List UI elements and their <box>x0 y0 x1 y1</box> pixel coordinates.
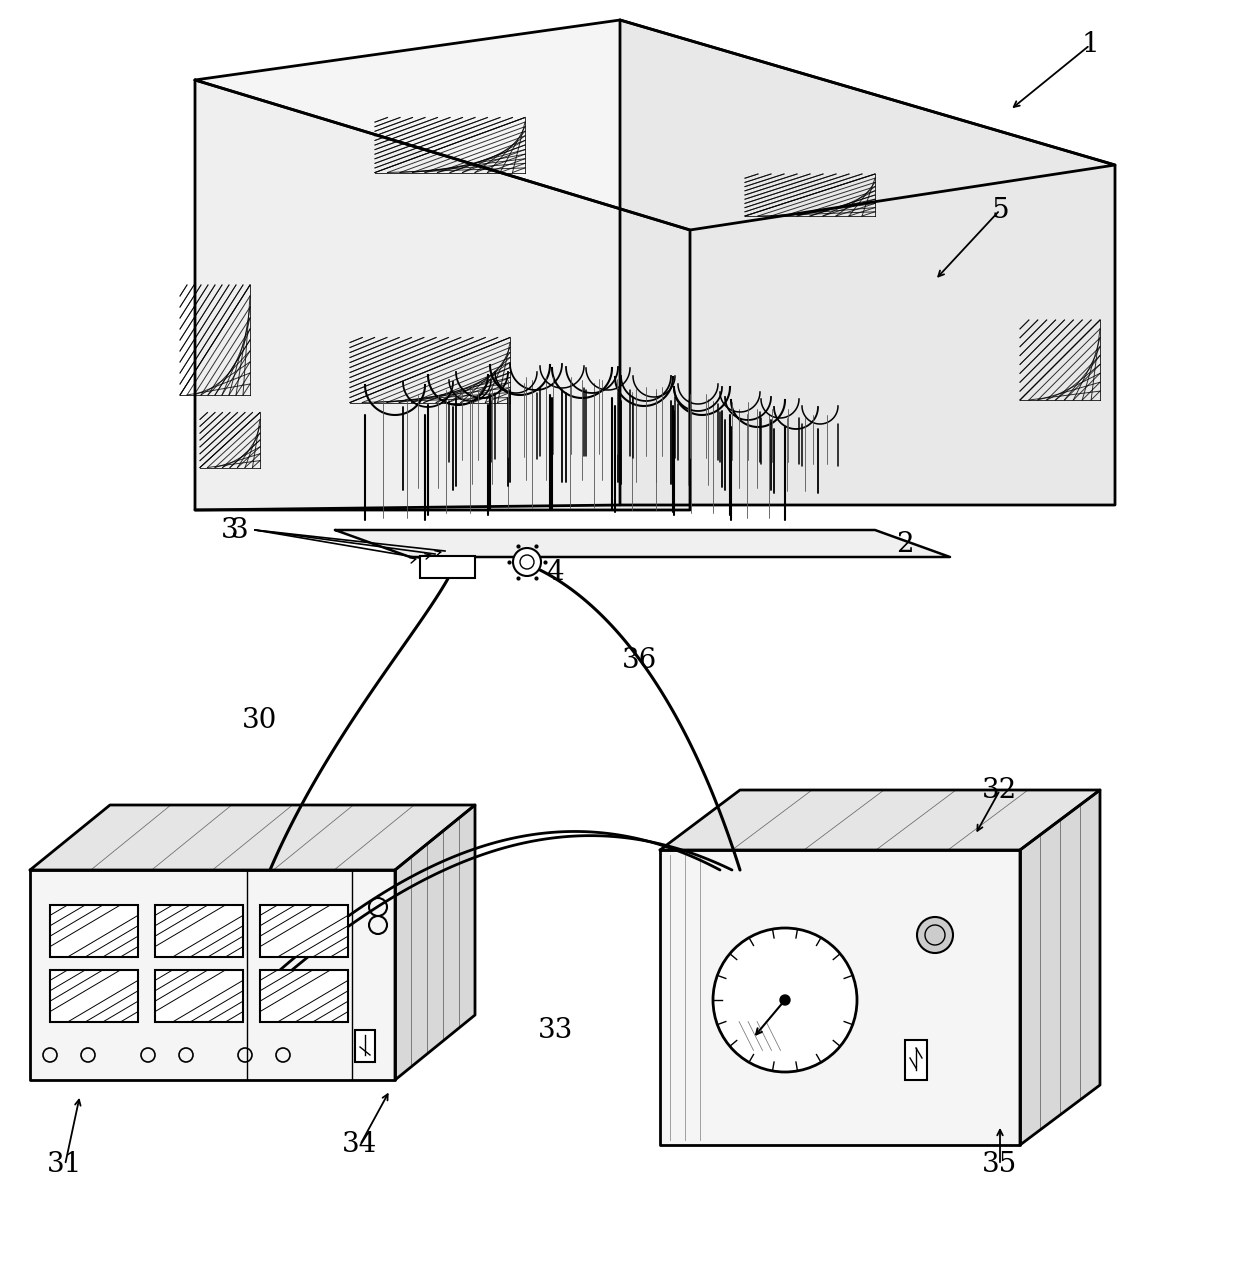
Text: 3: 3 <box>231 517 249 544</box>
Polygon shape <box>660 850 1021 1145</box>
Bar <box>50 905 138 957</box>
Polygon shape <box>195 20 1115 230</box>
Polygon shape <box>195 80 689 510</box>
Text: 30: 30 <box>242 707 278 734</box>
Text: 33: 33 <box>537 1017 573 1044</box>
Circle shape <box>918 917 954 953</box>
Text: 4: 4 <box>546 559 564 586</box>
Text: 1: 1 <box>1081 32 1099 59</box>
Bar <box>155 905 243 957</box>
Text: 3: 3 <box>221 517 239 544</box>
Text: 32: 32 <box>982 777 1018 804</box>
Polygon shape <box>1021 790 1100 1145</box>
Text: 31: 31 <box>47 1151 83 1179</box>
Text: 34: 34 <box>342 1132 378 1159</box>
Polygon shape <box>30 805 475 870</box>
Text: 2: 2 <box>897 532 914 559</box>
Polygon shape <box>335 530 950 558</box>
Bar <box>355 1030 374 1062</box>
Circle shape <box>713 928 857 1072</box>
Text: 35: 35 <box>982 1151 1018 1179</box>
Polygon shape <box>396 805 475 1079</box>
Bar <box>260 905 348 957</box>
Text: 36: 36 <box>622 647 657 674</box>
Circle shape <box>780 995 790 1005</box>
Text: 5: 5 <box>991 197 1009 223</box>
Bar <box>905 1040 928 1079</box>
Bar <box>50 970 138 1022</box>
Bar <box>420 556 475 578</box>
Bar <box>155 970 243 1022</box>
Polygon shape <box>30 870 396 1079</box>
Circle shape <box>513 547 541 575</box>
Bar <box>260 970 348 1022</box>
Polygon shape <box>660 790 1100 850</box>
Polygon shape <box>620 20 1115 505</box>
